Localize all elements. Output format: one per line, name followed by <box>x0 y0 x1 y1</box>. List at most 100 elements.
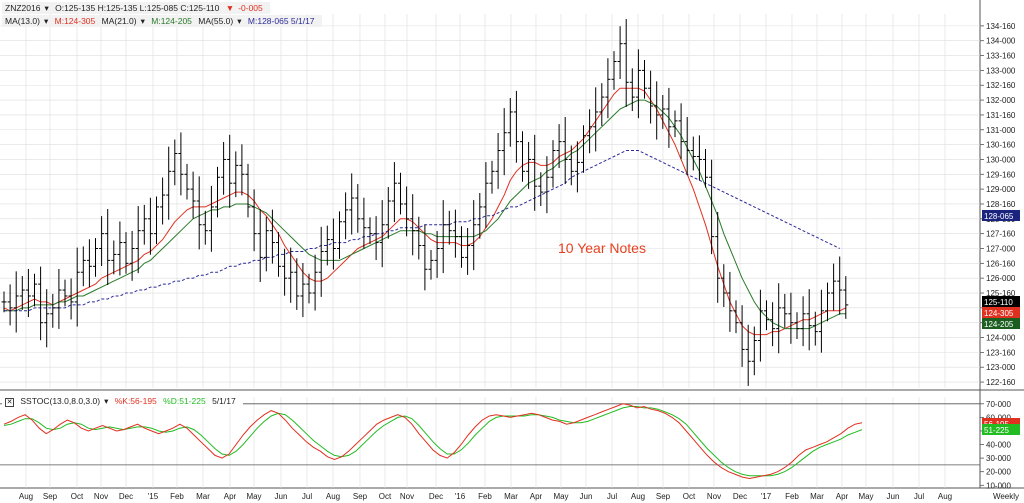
stoch-d-line <box>3 406 863 477</box>
y-tick-label: 130-160 <box>986 141 1016 150</box>
x-tick-label: Dec <box>733 492 747 501</box>
y-tick-label: 133-160 <box>986 52 1016 61</box>
x-tick-label: Jun <box>580 492 593 501</box>
stoch-badge <box>982 424 1020 435</box>
x-tick-label: Feb <box>478 492 492 501</box>
price-badges: 128-065 125-110 124-305 124-205 <box>982 210 1020 329</box>
stoch-d-value: %D:51-225 <box>163 396 206 406</box>
stoch-badge <box>982 418 1020 429</box>
x-tick-label: Weekly <box>993 492 1019 501</box>
x-tick-label: Dec <box>429 492 443 501</box>
ma13-value: M:124-305 <box>54 16 96 26</box>
x-tick-label: Nov <box>400 492 414 501</box>
x-tick-label: May <box>858 492 873 501</box>
change-value: -0-005 <box>238 3 263 13</box>
ma55-label[interactable]: MA(55.0) <box>198 16 234 26</box>
x-tick-label: Oct <box>71 492 84 501</box>
stoch-y-tick-label: 20-000 <box>986 468 1011 477</box>
stoch-k-value: %K:56-195 <box>114 396 157 406</box>
x-tick-label: Mar <box>810 492 824 501</box>
stoch-y-tick-label: 40-000 <box>986 441 1011 450</box>
ma-header: MA(13.0) ▾ M:124-305 MA(21.0) ▾ M:124-205 … <box>2 15 322 27</box>
chart-annotation: 10 Year Notes <box>558 240 646 256</box>
x-tick-label: Aug <box>938 492 952 501</box>
x-tick-label: Feb <box>170 492 184 501</box>
ma13-label[interactable]: MA(13.0) <box>5 16 40 26</box>
ma55-value: M:128-065 5/1/17 <box>247 16 315 26</box>
time-axis: Aug Sep Oct Nov Dec '15 Feb Mar Apr May Jun Jul Aug S… <box>19 492 1019 501</box>
x-tick-label: Nov <box>707 492 721 501</box>
chevron-down-icon[interactable]: ▾ <box>43 16 49 26</box>
price-badge-label: 128-065 <box>984 212 1014 221</box>
chevron-down-icon[interactable]: ▾ <box>104 396 109 406</box>
chevron-down-icon[interactable]: ▾ <box>237 16 242 26</box>
price-badge <box>982 210 1020 221</box>
price-header: ZNZ2016 ▾ O:125-135 H:125-135 L:125-085 C… <box>2 2 270 14</box>
price-badge-label: 124-205 <box>984 320 1014 329</box>
x-tick-label: Nov <box>94 492 108 501</box>
x-tick-label: '17 <box>761 492 772 501</box>
x-tick-label: Sep <box>43 492 58 501</box>
stoch-y-tick-label: 70-000 <box>986 400 1011 409</box>
y-tick-label: 127-000 <box>986 244 1016 253</box>
y-tick-label: 126-000 <box>986 274 1016 283</box>
stoch-header: ✕ SSTOC(13.0,8.0,3.0) ▾ %K:56-195 %D:51-2… <box>2 395 243 407</box>
stoch-date: 5/1/17 <box>212 396 236 406</box>
x-tick-label: Aug <box>631 492 645 501</box>
ma-line-21 <box>4 99 846 330</box>
stoch-y-tick-label: 60-000 <box>986 413 1011 422</box>
stoch-y-tick-label: 10-000 <box>986 481 1011 490</box>
x-tick-label: Apr <box>224 492 237 501</box>
y-tick-label: 128-160 <box>986 200 1016 209</box>
chevron-down-icon[interactable]: ▾ <box>140 16 145 26</box>
x-tick-label: Apr <box>530 492 543 501</box>
x-tick-label: Aug <box>19 492 33 501</box>
y-tick-label: 133-000 <box>986 66 1016 75</box>
x-tick-label: May <box>553 492 568 501</box>
stoch-badge-label: 51-225 <box>984 426 1009 435</box>
grid-lines <box>0 0 1024 489</box>
y-tick-label: 124-000 <box>986 334 1016 343</box>
ma-line-55 <box>4 150 840 312</box>
y-tick-label: 131-160 <box>986 111 1016 120</box>
stoch-label[interactable]: SSTOC(13.0,8.0,3.0) <box>20 396 101 406</box>
y-tick-label: 134-160 <box>986 22 1016 31</box>
y-tick-label: 123-000 <box>986 363 1016 372</box>
x-tick-label: Sep <box>353 492 368 501</box>
y-tick-label: 132-160 <box>986 81 1016 90</box>
x-tick-label: Jul <box>914 492 924 501</box>
x-tick-label: '16 <box>455 492 466 501</box>
x-tick-label: Feb <box>785 492 799 501</box>
moving-averages <box>3 87 847 336</box>
x-tick-label: Jun <box>275 492 288 501</box>
ma21-label[interactable]: MA(21.0) <box>101 16 137 26</box>
y-tick-label: 132-000 <box>986 96 1016 105</box>
price-badge-label: 124-305 <box>984 309 1014 318</box>
x-tick-label: Dec <box>119 492 133 501</box>
x-tick-label: Jul <box>302 492 312 501</box>
y-tick-label: 126-160 <box>986 259 1016 268</box>
x-tick-label: Oct <box>683 492 696 501</box>
stoch-k-line <box>3 403 863 480</box>
ma21-value: M:124-205 <box>151 16 192 26</box>
x-tick-label: Jul <box>607 492 617 501</box>
price-badge <box>982 307 1020 318</box>
x-tick-label: Mar <box>196 492 210 501</box>
x-tick-label: Oct <box>379 492 392 501</box>
ma-line-13 <box>3 87 847 336</box>
price-badge <box>982 296 1020 307</box>
y-tick-label: 130-000 <box>986 155 1016 164</box>
price-badge <box>982 318 1020 329</box>
ohlc-values: O:125-135 H:125-135 L:125-085 C:125-110 <box>55 3 220 13</box>
y-tick-label: 134-000 <box>986 37 1016 46</box>
y-tick-label: 127-160 <box>986 230 1016 239</box>
y-tick-label: 129-160 <box>986 170 1016 179</box>
close-icon[interactable]: ✕ <box>5 398 14 407</box>
chevron-down-icon[interactable]: ▾ <box>44 3 49 13</box>
x-tick-label: '15 <box>148 492 159 501</box>
stoch-y-tick-label: 30-000 <box>986 454 1011 463</box>
price-badge-label: 125-110 <box>984 298 1013 307</box>
x-tick-label: May <box>246 492 261 501</box>
symbol[interactable]: ZNZ2016 <box>5 3 41 13</box>
